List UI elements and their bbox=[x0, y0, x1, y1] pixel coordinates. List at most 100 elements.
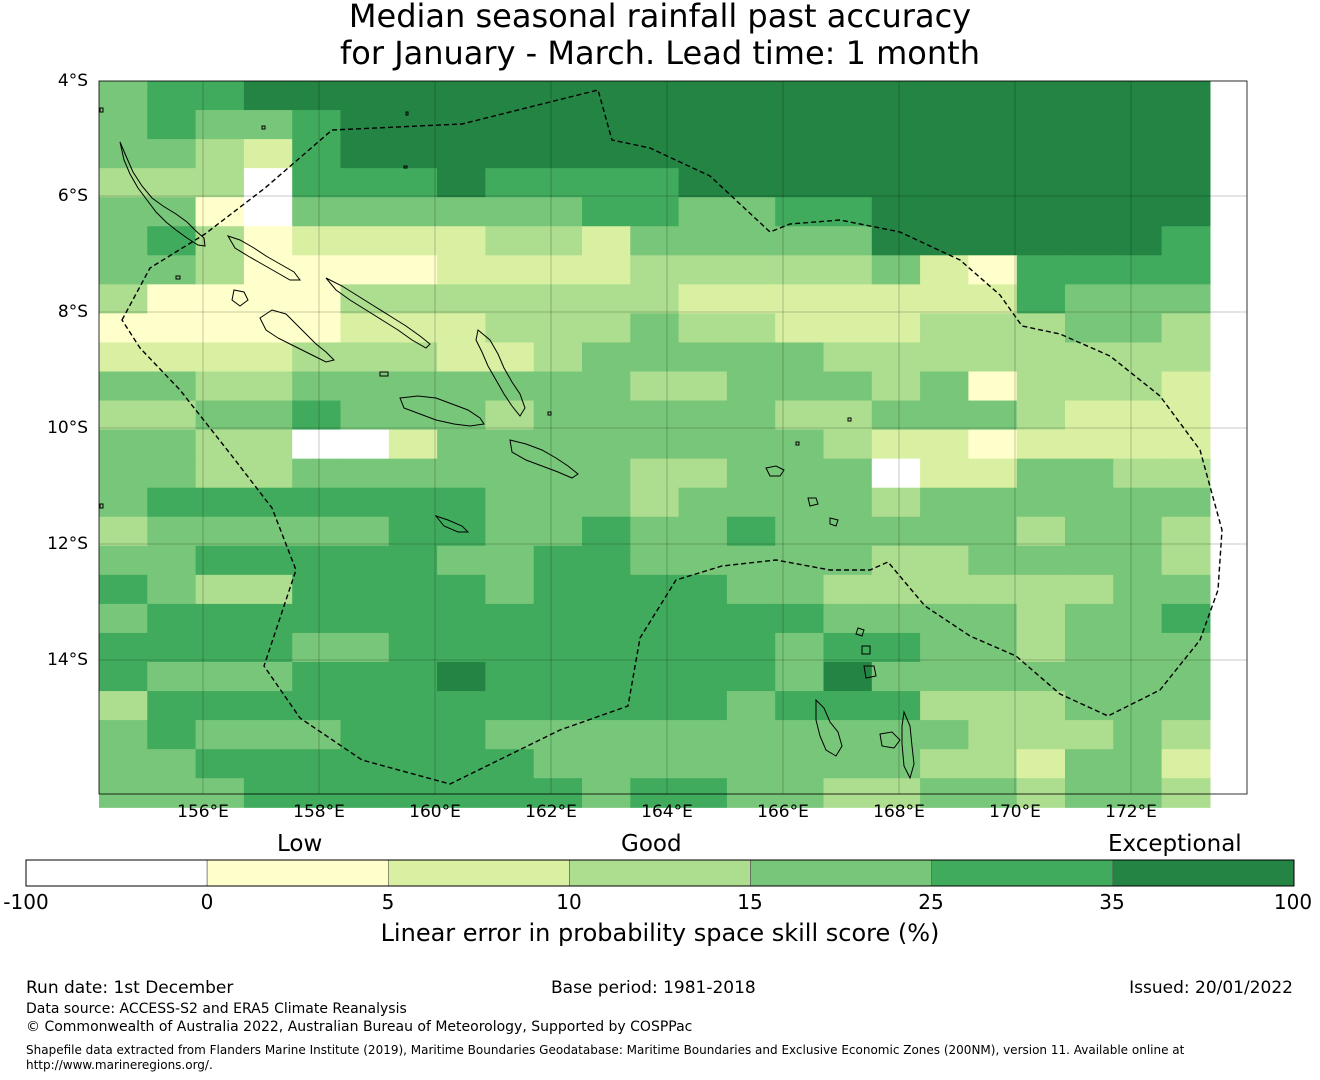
grid-cell bbox=[437, 603, 486, 634]
grid-cell bbox=[195, 516, 245, 547]
grid-cell bbox=[292, 516, 342, 547]
grid-cell bbox=[1016, 371, 1066, 402]
grid-cell bbox=[1161, 81, 1211, 111]
grid-cell bbox=[388, 139, 438, 169]
grid-cell bbox=[726, 458, 776, 489]
colorbar-tick: 0 bbox=[200, 890, 214, 914]
grid-cell bbox=[437, 313, 486, 344]
grid-cell bbox=[630, 342, 680, 373]
grid-cell bbox=[726, 749, 776, 779]
grid-cell bbox=[871, 110, 921, 140]
grid-cell bbox=[1016, 487, 1066, 518]
grid-cell bbox=[726, 81, 776, 111]
grid-cell bbox=[533, 81, 583, 111]
grid-cell bbox=[340, 429, 390, 460]
grid-cell bbox=[920, 371, 969, 402]
grid-cell bbox=[292, 749, 342, 779]
grid-cell bbox=[823, 284, 873, 314]
grid-cell bbox=[1065, 487, 1114, 518]
grid-cell bbox=[726, 342, 776, 373]
grid-cell bbox=[920, 313, 969, 344]
grid-cell bbox=[292, 371, 342, 402]
grid-cell bbox=[485, 197, 535, 227]
grid-cell bbox=[147, 632, 197, 663]
grid-cell bbox=[1113, 516, 1163, 547]
grid-cell bbox=[1016, 139, 1066, 169]
lon-label: 172°E bbox=[1105, 802, 1157, 822]
grid-cell bbox=[243, 139, 293, 169]
island-outline bbox=[226, 235, 301, 281]
grid-cell bbox=[437, 226, 486, 256]
colorbar-tick: 15 bbox=[737, 890, 763, 914]
grid-cell bbox=[243, 429, 293, 460]
grid-cell bbox=[920, 284, 969, 314]
grid-cell bbox=[920, 458, 969, 489]
grid-cell bbox=[630, 255, 680, 285]
grid-cell bbox=[1016, 168, 1066, 198]
island-outline bbox=[901, 710, 915, 780]
grid-cell bbox=[1065, 516, 1114, 547]
grid-cell bbox=[726, 429, 776, 460]
grid-cell bbox=[292, 168, 342, 198]
grid-cell bbox=[920, 197, 969, 227]
grid-cell bbox=[582, 110, 631, 140]
grid-cell bbox=[968, 603, 1018, 634]
grid-cell bbox=[437, 81, 486, 111]
grid-cell bbox=[678, 139, 728, 169]
grid-cell bbox=[1113, 226, 1163, 256]
grid-cell bbox=[292, 226, 342, 256]
grid-cell bbox=[340, 110, 390, 140]
grid-cell bbox=[388, 81, 438, 111]
grid-cell bbox=[147, 197, 197, 227]
lon-label: 160°E bbox=[409, 802, 461, 822]
grid-cell bbox=[437, 371, 486, 402]
grid-cell bbox=[388, 691, 438, 721]
grid-cell bbox=[485, 371, 535, 402]
grid-cell bbox=[195, 778, 245, 808]
grid-cell bbox=[775, 603, 825, 634]
lat-label: 12°S bbox=[47, 534, 88, 554]
grid-cell bbox=[243, 720, 293, 750]
grid-cell bbox=[630, 458, 680, 489]
grid-cell bbox=[1016, 429, 1066, 460]
grid-cell bbox=[195, 720, 245, 750]
grid-cell bbox=[1113, 603, 1163, 634]
grid-cell bbox=[388, 284, 438, 314]
grid-cell bbox=[678, 284, 728, 314]
grid-cell bbox=[920, 574, 969, 605]
grid-cell bbox=[678, 342, 728, 373]
grid-cell bbox=[630, 778, 680, 808]
grid-cell bbox=[1113, 110, 1163, 140]
grid-cell bbox=[630, 400, 680, 431]
grid-cell bbox=[630, 691, 680, 721]
grid-cell bbox=[243, 168, 293, 198]
grid-cell bbox=[99, 226, 148, 256]
grid-cell bbox=[147, 255, 197, 285]
coastlines bbox=[99, 107, 915, 780]
grid-cell bbox=[1016, 778, 1066, 808]
grid-cell bbox=[678, 313, 728, 344]
island-outline bbox=[119, 141, 206, 247]
grid-cell bbox=[726, 691, 776, 721]
grid-cell bbox=[388, 342, 438, 373]
grid-cell bbox=[823, 110, 873, 140]
grid-cell bbox=[630, 168, 680, 198]
grid-cell bbox=[1161, 662, 1211, 692]
grid-cell bbox=[485, 487, 535, 518]
grid-cell bbox=[920, 226, 969, 256]
colorbar-tick: 10 bbox=[556, 890, 582, 914]
grid-cell bbox=[871, 342, 921, 373]
grid-cell bbox=[1161, 429, 1211, 460]
grid-cell bbox=[582, 284, 631, 314]
grid-cell bbox=[775, 691, 825, 721]
grid-cell bbox=[678, 371, 728, 402]
grid-cell bbox=[968, 255, 1018, 285]
data-source: Data source: ACCESS-S2 and ERA5 Climate … bbox=[26, 1001, 407, 1017]
shapefile-credit: Shapefile data extracted from Flanders M… bbox=[26, 1043, 1185, 1057]
grid-cell bbox=[1161, 574, 1211, 605]
grid-cell bbox=[340, 603, 390, 634]
grid-cell bbox=[823, 749, 873, 779]
grid-cell bbox=[485, 632, 535, 663]
grid-cell bbox=[726, 603, 776, 634]
grid-cell bbox=[871, 778, 921, 808]
